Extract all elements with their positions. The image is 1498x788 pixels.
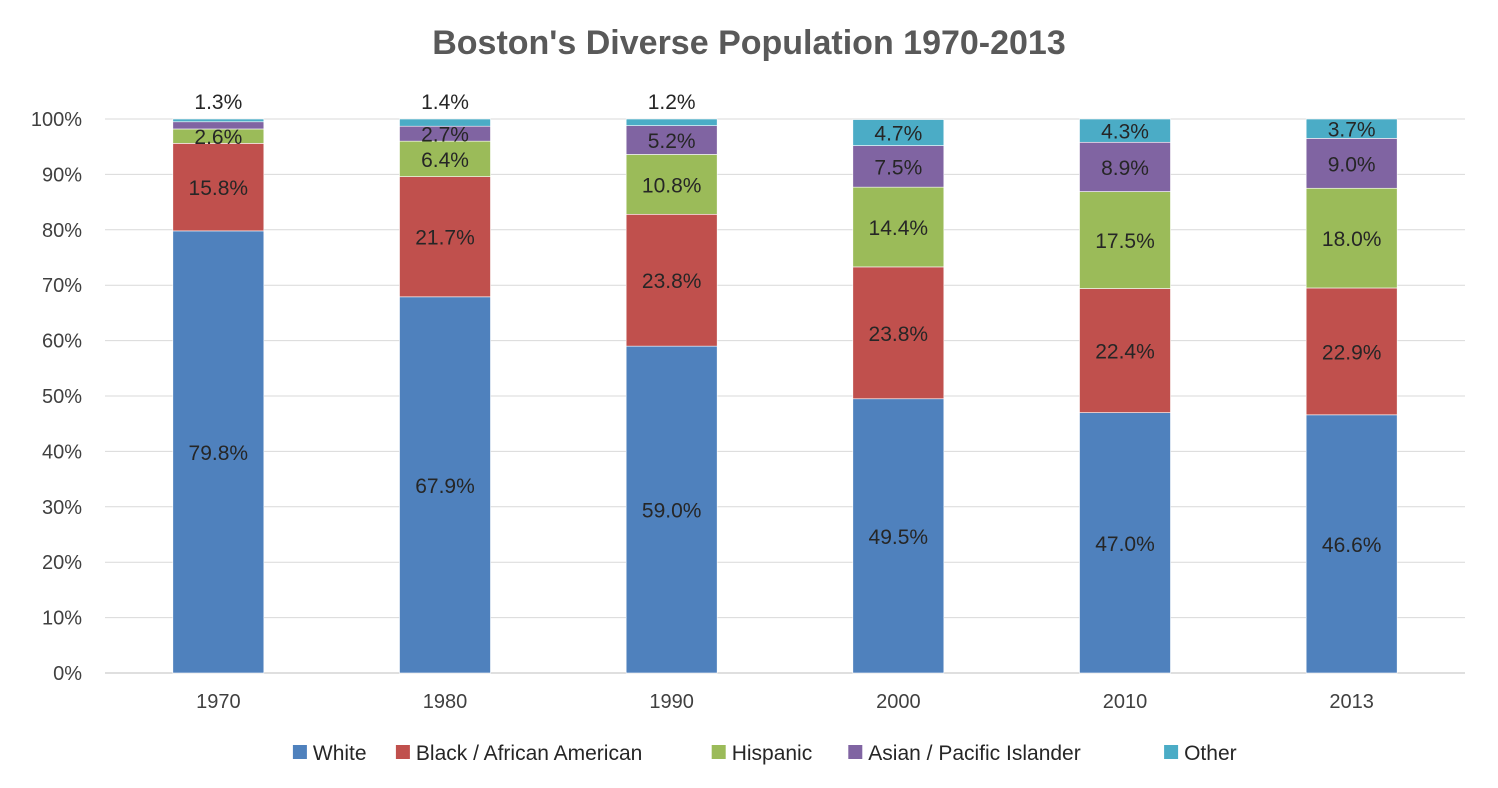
bar-segment-hispanic — [1079, 191, 1171, 289]
data-label: 1.3% — [194, 91, 242, 114]
data-label: 4.3% — [1101, 121, 1149, 144]
bar-segment-black-african-american — [1305, 287, 1398, 416]
data-label: 2.6% — [194, 126, 242, 149]
bar-segment-other — [852, 119, 945, 146]
data-label: 10.8% — [642, 174, 702, 197]
y-tick-label: 20% — [42, 552, 82, 574]
data-label: 23.8% — [869, 323, 929, 346]
data-label: 8.9% — [1101, 157, 1149, 180]
bar-segment-asian-pacific-islander — [625, 125, 718, 155]
y-tick-label: 10% — [42, 608, 82, 630]
data-label: 59.0% — [642, 500, 702, 523]
y-tick-label: 0% — [53, 663, 82, 685]
data-label: 79.8% — [189, 442, 249, 465]
data-label: 7.5% — [874, 156, 922, 179]
data-label: 15.8% — [189, 177, 249, 200]
data-label: 18.0% — [1322, 228, 1382, 251]
legend-swatch — [395, 745, 410, 759]
bar-segment-asian-pacific-islander — [1079, 141, 1171, 192]
data-label: 21.7% — [415, 227, 475, 250]
legend-label: Other — [1184, 742, 1237, 765]
data-label: 9.0% — [1328, 153, 1376, 176]
data-label: 22.9% — [1322, 341, 1382, 364]
legend-swatch — [1164, 745, 1179, 759]
legend-swatch — [292, 745, 307, 759]
bar-segment-black-african-american — [1079, 288, 1171, 413]
y-tick-label: 50% — [42, 386, 82, 408]
x-tick-label: 2013 — [1329, 691, 1374, 713]
data-label: 2.7% — [421, 124, 469, 147]
x-tick-label: 1980 — [423, 691, 468, 713]
y-tick-label: 100% — [31, 109, 82, 131]
data-label: 46.6% — [1322, 534, 1382, 557]
y-tick-label: 30% — [42, 497, 82, 519]
x-tick-label: 1970 — [196, 691, 241, 713]
bar-segment-hispanic — [852, 186, 945, 268]
data-label: 1.2% — [648, 91, 696, 114]
bar-segment-white — [852, 398, 945, 674]
data-label: 3.7% — [1328, 119, 1376, 142]
x-tick-label: 2010 — [1103, 691, 1148, 713]
bar-segment-other — [399, 118, 491, 127]
bar-segment-black-african-american — [172, 143, 265, 232]
x-tick-label: 1990 — [649, 691, 694, 713]
y-tick-label: 80% — [42, 220, 82, 242]
bar-segment-white — [172, 230, 265, 674]
y-tick-label: 70% — [42, 275, 82, 297]
legend-label: White — [313, 742, 367, 765]
bar-segment-asian-pacific-islander — [852, 145, 945, 188]
data-label: 22.4% — [1095, 341, 1155, 364]
y-tick-label: 60% — [42, 331, 82, 353]
bar-segment-hispanic — [399, 140, 491, 177]
bar-segment-other — [172, 118, 265, 123]
bar-segment-black-african-american — [399, 176, 491, 298]
data-label: 5.2% — [648, 130, 696, 153]
legend-label: Hispanic — [732, 742, 813, 765]
data-label: 23.8% — [642, 270, 702, 293]
bar-segment-hispanic — [1305, 187, 1398, 289]
y-tick-label: 90% — [42, 164, 82, 186]
bar-segment-asian-pacific-islander — [172, 121, 265, 130]
data-label: 1.4% — [421, 91, 469, 114]
data-label: 67.9% — [415, 475, 475, 498]
bar-segment-black-african-american — [852, 266, 945, 400]
x-tick-label: 2000 — [876, 691, 921, 713]
data-label: 47.0% — [1095, 533, 1155, 556]
bar-segment-other — [1079, 118, 1171, 143]
bar-segment-white — [399, 296, 491, 674]
bar-segment-white — [1305, 414, 1398, 674]
data-label: 14.4% — [869, 217, 929, 240]
data-label: 17.5% — [1095, 230, 1155, 253]
y-tick-label: 40% — [42, 441, 82, 463]
legend-swatch — [711, 745, 726, 759]
bar-segment-other — [625, 118, 718, 126]
chart-title: Boston's Diverse Population 1970-2013 — [432, 24, 1066, 62]
bar-segment-white — [1079, 412, 1171, 674]
bar-segment-white — [625, 345, 718, 674]
bar-segment-other — [1305, 118, 1398, 139]
legend-swatch — [848, 745, 863, 759]
bar-segment-asian-pacific-islander — [1305, 138, 1398, 189]
data-label: 6.4% — [421, 149, 469, 172]
data-label: 49.5% — [869, 526, 929, 549]
legend-label: Asian / Pacific Islander — [868, 742, 1080, 765]
legend-label: Black / African American — [416, 742, 642, 765]
data-label: 4.7% — [874, 123, 922, 146]
bar-segment-hispanic — [625, 154, 718, 215]
